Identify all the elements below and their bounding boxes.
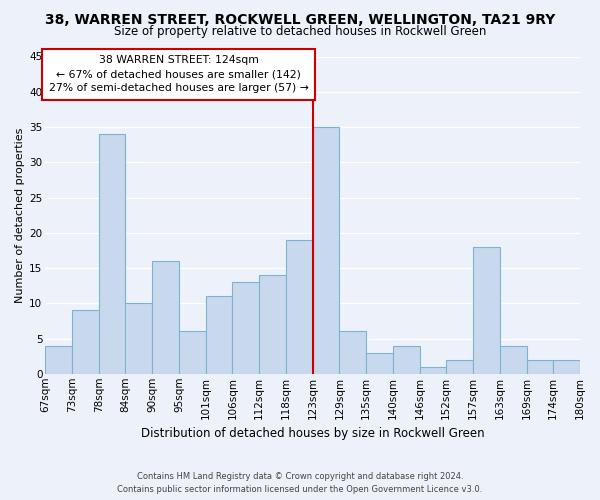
Bar xyxy=(125,304,152,374)
Y-axis label: Number of detached properties: Number of detached properties xyxy=(15,128,25,303)
Bar xyxy=(286,240,313,374)
Text: 38, WARREN STREET, ROCKWELL GREEN, WELLINGTON, TA21 9RY: 38, WARREN STREET, ROCKWELL GREEN, WELLI… xyxy=(45,12,555,26)
Text: Size of property relative to detached houses in Rockwell Green: Size of property relative to detached ho… xyxy=(114,25,486,38)
Bar xyxy=(98,134,125,374)
Bar xyxy=(45,346,72,374)
Bar xyxy=(179,332,206,374)
Bar xyxy=(366,352,393,374)
Bar xyxy=(419,366,446,374)
Text: Contains HM Land Registry data © Crown copyright and database right 2024.
Contai: Contains HM Land Registry data © Crown c… xyxy=(118,472,482,494)
Bar xyxy=(340,332,366,374)
Bar xyxy=(313,127,340,374)
Text: 38 WARREN STREET: 124sqm
← 67% of detached houses are smaller (142)
27% of semi-: 38 WARREN STREET: 124sqm ← 67% of detach… xyxy=(49,55,309,93)
Bar xyxy=(259,275,286,374)
Bar xyxy=(232,282,259,374)
Bar xyxy=(206,296,232,374)
X-axis label: Distribution of detached houses by size in Rockwell Green: Distribution of detached houses by size … xyxy=(141,427,484,440)
Bar xyxy=(527,360,553,374)
Bar xyxy=(553,360,580,374)
Bar xyxy=(500,346,527,374)
Bar xyxy=(473,247,500,374)
Bar xyxy=(446,360,473,374)
Bar xyxy=(152,261,179,374)
Bar xyxy=(393,346,419,374)
Bar xyxy=(72,310,98,374)
